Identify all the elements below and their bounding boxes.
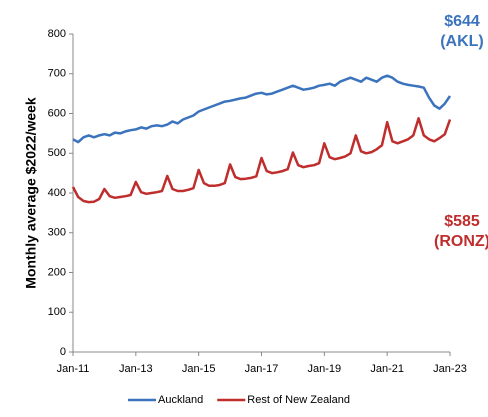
x-tick-label: Jan-13	[119, 363, 153, 375]
y-tick-label: 800	[48, 28, 66, 40]
x-tick-label: Jan-17	[245, 363, 279, 375]
y-tick-label: 700	[48, 68, 66, 80]
legend-label: Rest of New Zealand	[247, 394, 350, 406]
series-line	[72, 74, 452, 144]
y-tick-label: 500	[48, 147, 66, 159]
annotation: (RONZ)	[434, 233, 488, 250]
annotation: (AKL)	[440, 33, 484, 50]
y-tick-label: 100	[48, 306, 66, 318]
y-tick-label: 600	[48, 107, 66, 119]
y-tick-label: 200	[48, 266, 66, 278]
annotation: $644	[444, 13, 480, 30]
annotation: $585	[444, 213, 480, 230]
x-tick-label: Jan-21	[370, 363, 404, 375]
y-tick-label: 0	[60, 346, 66, 358]
x-tick-label: Jan-23	[433, 363, 467, 375]
legend-label: Auckland	[158, 394, 203, 406]
x-tick-label: Jan-11	[57, 363, 90, 375]
y-tick-label: 400	[48, 187, 66, 199]
series-line	[71, 117, 452, 204]
y-tick-label: 300	[48, 227, 66, 239]
x-tick-label: Jan-19	[308, 363, 342, 375]
x-tick-label: Jan-15	[182, 363, 216, 375]
y-axis-label: Monthly average $2022/week	[23, 97, 39, 289]
